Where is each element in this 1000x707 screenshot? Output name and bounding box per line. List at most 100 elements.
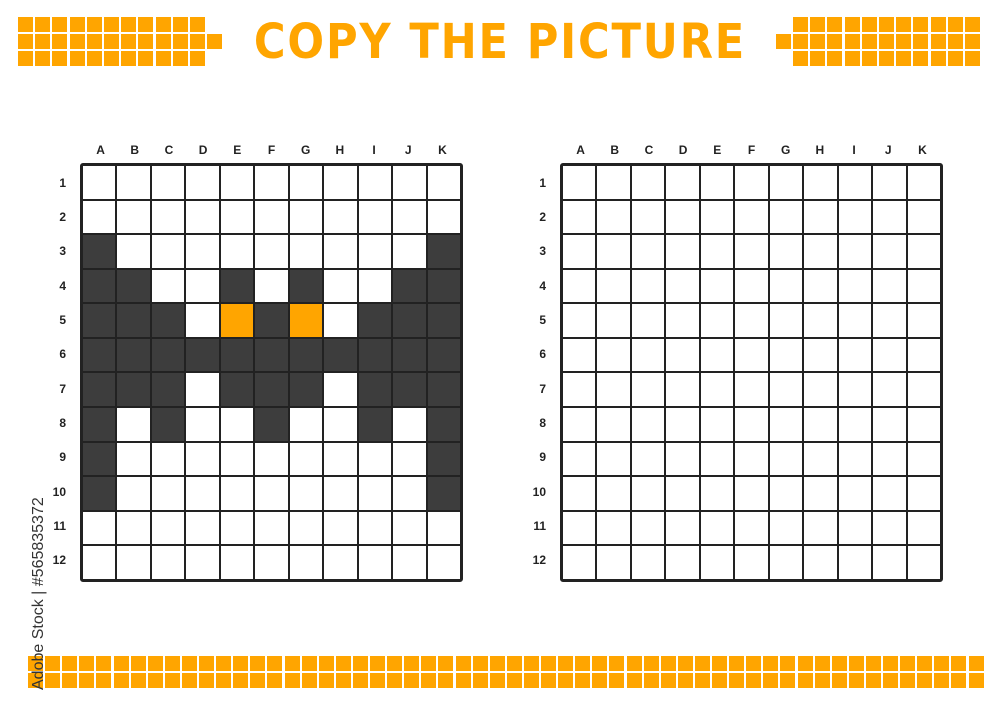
grid-cell-J3[interactable]	[873, 235, 906, 268]
grid-cell-I12[interactable]	[838, 546, 872, 579]
grid-cell-D2[interactable]	[666, 200, 699, 234]
grid-cell-K10[interactable]	[907, 477, 940, 510]
grid-cell-I6[interactable]	[838, 338, 872, 372]
grid-cell-I11[interactable]	[838, 511, 872, 545]
grid-cell-H1[interactable]	[804, 166, 837, 199]
grid-cell-H10[interactable]	[804, 477, 837, 510]
grid-cell-E12[interactable]	[700, 546, 734, 579]
grid-cell-K9[interactable]	[907, 442, 940, 476]
grid-cell-G5[interactable]	[769, 304, 803, 337]
grid-cell-I7[interactable]	[838, 373, 872, 407]
grid-cell-A6[interactable]	[563, 338, 596, 372]
grid-cell-A8[interactable]	[563, 408, 596, 441]
grid-cell-K7[interactable]	[907, 373, 940, 407]
grid-cell-J11[interactable]	[873, 511, 906, 545]
grid-cell-D4[interactable]	[666, 269, 699, 303]
grid-cell-A10[interactable]	[563, 477, 596, 510]
grid-cell-E4[interactable]	[700, 269, 734, 303]
grid-cell-H6[interactable]	[804, 338, 837, 372]
grid-cell-K2[interactable]	[907, 200, 940, 234]
grid-cell-J1[interactable]	[873, 166, 906, 199]
grid-cell-K1[interactable]	[907, 166, 940, 199]
grid-cell-F7[interactable]	[735, 373, 768, 407]
grid-cell-A3[interactable]	[563, 235, 596, 268]
grid-cell-F4[interactable]	[735, 269, 768, 303]
grid-cell-K12[interactable]	[907, 546, 940, 579]
grid-cell-E9[interactable]	[700, 442, 734, 476]
grid-cell-J2[interactable]	[873, 200, 906, 234]
grid-cell-H9[interactable]	[804, 442, 837, 476]
grid-cell-A9[interactable]	[563, 442, 596, 476]
grid-cell-F1[interactable]	[735, 166, 768, 199]
grid-cell-C1[interactable]	[631, 166, 665, 199]
grid-cell-C6[interactable]	[631, 338, 665, 372]
grid-cell-E6[interactable]	[700, 338, 734, 372]
grid-cell-D12[interactable]	[666, 546, 699, 579]
grid-cell-E11[interactable]	[700, 511, 734, 545]
grid-cell-J9[interactable]	[873, 442, 906, 476]
grid-cell-A5[interactable]	[563, 304, 596, 337]
grid-cell-F6[interactable]	[735, 338, 768, 372]
grid-cell-I10[interactable]	[838, 477, 872, 510]
grid-cell-I4[interactable]	[838, 269, 872, 303]
grid-cell-D7[interactable]	[666, 373, 699, 407]
grid-cell-C9[interactable]	[631, 442, 665, 476]
copy-drawing-grid[interactable]	[560, 163, 943, 582]
grid-cell-F8[interactable]	[735, 408, 768, 441]
grid-cell-C7[interactable]	[631, 373, 665, 407]
grid-cell-G11[interactable]	[769, 511, 803, 545]
grid-cell-D11[interactable]	[666, 511, 699, 545]
grid-cell-K4[interactable]	[907, 269, 940, 303]
grid-cell-E7[interactable]	[700, 373, 734, 407]
grid-cell-A11[interactable]	[563, 511, 596, 545]
grid-cell-F2[interactable]	[735, 200, 768, 234]
grid-cell-C10[interactable]	[631, 477, 665, 510]
grid-cell-B3[interactable]	[597, 235, 630, 268]
grid-cell-K3[interactable]	[907, 235, 940, 268]
grid-cell-E8[interactable]	[700, 408, 734, 441]
grid-cell-I1[interactable]	[838, 166, 872, 199]
grid-cell-J4[interactable]	[873, 269, 906, 303]
grid-cell-B1[interactable]	[597, 166, 630, 199]
grid-cell-B9[interactable]	[597, 442, 630, 476]
grid-cell-J6[interactable]	[873, 338, 906, 372]
grid-cell-B5[interactable]	[597, 304, 630, 337]
grid-cell-C3[interactable]	[631, 235, 665, 268]
grid-cell-D8[interactable]	[666, 408, 699, 441]
grid-cell-D5[interactable]	[666, 304, 699, 337]
grid-cell-I9[interactable]	[838, 442, 872, 476]
grid-cell-C12[interactable]	[631, 546, 665, 579]
grid-cell-G6[interactable]	[769, 338, 803, 372]
grid-cell-G8[interactable]	[769, 408, 803, 441]
grid-cell-J5[interactable]	[873, 304, 906, 337]
grid-cell-H5[interactable]	[804, 304, 837, 337]
grid-cell-E10[interactable]	[700, 477, 734, 510]
grid-cell-H3[interactable]	[804, 235, 837, 268]
grid-cell-F11[interactable]	[735, 511, 768, 545]
grid-cell-G10[interactable]	[769, 477, 803, 510]
grid-cell-C8[interactable]	[631, 408, 665, 441]
grid-cell-J8[interactable]	[873, 408, 906, 441]
grid-cell-G1[interactable]	[769, 166, 803, 199]
grid-cell-G2[interactable]	[769, 200, 803, 234]
grid-cell-F9[interactable]	[735, 442, 768, 476]
grid-cell-G4[interactable]	[769, 269, 803, 303]
grid-cell-F3[interactable]	[735, 235, 768, 268]
grid-cell-K5[interactable]	[907, 304, 940, 337]
grid-cell-C4[interactable]	[631, 269, 665, 303]
grid-cell-A4[interactable]	[563, 269, 596, 303]
grid-cell-D10[interactable]	[666, 477, 699, 510]
grid-cell-B4[interactable]	[597, 269, 630, 303]
grid-cell-D3[interactable]	[666, 235, 699, 268]
grid-cell-F12[interactable]	[735, 546, 768, 579]
grid-cell-E1[interactable]	[700, 166, 734, 199]
grid-cell-I8[interactable]	[838, 408, 872, 441]
grid-cell-C2[interactable]	[631, 200, 665, 234]
grid-cell-G9[interactable]	[769, 442, 803, 476]
grid-cell-B8[interactable]	[597, 408, 630, 441]
grid-cell-B12[interactable]	[597, 546, 630, 579]
grid-cell-F5[interactable]	[735, 304, 768, 337]
grid-cell-B7[interactable]	[597, 373, 630, 407]
grid-cell-H8[interactable]	[804, 408, 837, 441]
grid-cell-G12[interactable]	[769, 546, 803, 579]
